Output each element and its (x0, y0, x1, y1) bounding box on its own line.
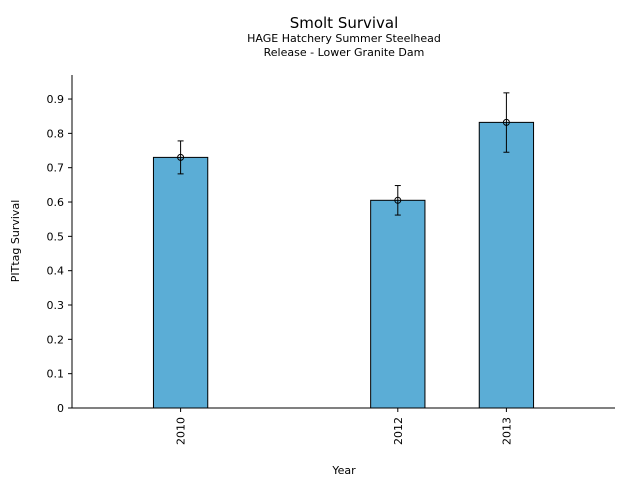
y-tick-label-2: 0.2 (47, 333, 65, 346)
y-tick-label-8: 0.8 (47, 127, 65, 140)
bar-2010 (152, 156, 209, 409)
y-tick-label-5: 0.5 (47, 230, 65, 243)
x-axis-label: Year (331, 464, 356, 477)
point-2010 (177, 153, 185, 161)
y-tick-label-4: 0.4 (47, 265, 65, 278)
point-2013 (502, 118, 510, 126)
point-2012 (394, 196, 402, 204)
chart-subtitle-line-2: Release - Lower Granite Dam (264, 46, 425, 59)
y-tick-label-9: 0.9 (47, 93, 65, 106)
chart-title: Smolt Survival (290, 14, 399, 32)
y-tick-label-3: 0.3 (47, 299, 65, 312)
x-tick-label-2010: 2010 (175, 417, 188, 445)
chart-subtitle-line-1: HAGE Hatchery Summer Steelhead (247, 32, 441, 45)
x-tick-label-2012: 2012 (392, 417, 405, 445)
y-tick-label-1: 0.1 (47, 368, 65, 381)
y-tick-label-6: 0.6 (47, 196, 65, 209)
x-tick-label-2013: 2013 (500, 417, 513, 445)
bar-2013 (478, 121, 535, 409)
plot-area (152, 92, 535, 409)
y-axis-label: PITtag Survival (9, 200, 22, 282)
y-tick-label-0: 0 (57, 402, 64, 415)
bar-2012 (370, 199, 426, 409)
y-tick-label-7: 0.7 (47, 162, 65, 175)
